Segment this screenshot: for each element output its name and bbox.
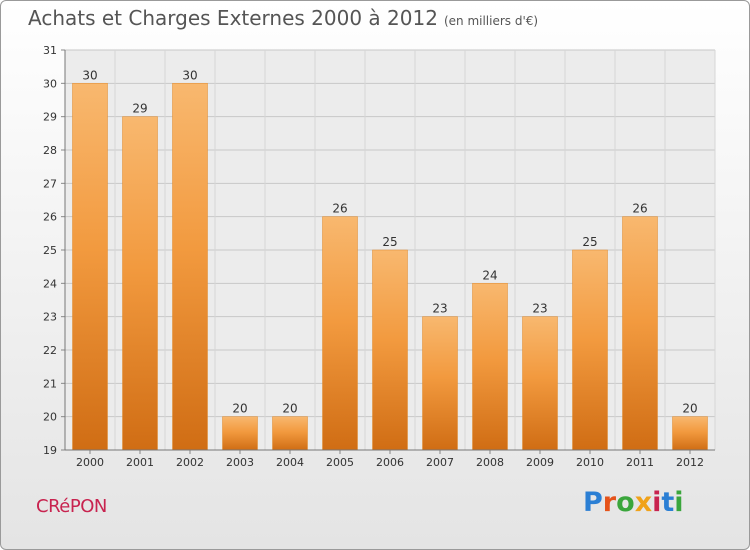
chart-title: Achats et Charges Externes 2000 à 2012 [28,6,438,30]
bar-value-label: 25 [582,235,597,249]
bar-value-label: 24 [482,268,497,282]
bar-value-label: 26 [332,202,347,216]
bar-value-label: 29 [132,102,147,116]
x-tick-label: 2004 [276,456,304,469]
x-tick-label: 2005 [326,456,354,469]
bar-value-label: 20 [282,402,297,416]
bar [672,416,708,451]
x-tick-label: 2009 [526,456,554,469]
bar [422,316,458,451]
bar [72,83,108,451]
bar [522,316,558,451]
chart-title-block: Achats et Charges Externes 2000 à 2012 (e… [28,6,538,30]
y-tick-label: 24 [43,277,57,290]
proxiti-logo[interactable]: Proxiti [583,487,684,518]
y-tick-label: 23 [43,311,57,324]
bar-value-label: 20 [232,402,247,416]
bar [122,116,158,451]
bar-value-label: 25 [382,235,397,249]
bar-value-label: 30 [182,68,197,82]
x-tick-label: 2006 [376,456,404,469]
y-tick-label: 22 [43,344,57,357]
y-tick-label: 19 [43,444,57,457]
bar [222,416,258,451]
bar [372,249,408,451]
bar-value-label: 23 [532,302,547,316]
y-tick-label: 20 [43,411,57,424]
bar [472,283,508,451]
commune-name: CRéPON [36,496,107,517]
x-tick-label: 2000 [76,456,104,469]
x-tick-label: 2001 [126,456,154,469]
y-tick-label: 30 [43,77,57,90]
bar-value-label: 30 [82,68,97,82]
y-tick-label: 25 [43,244,57,257]
bar [272,416,308,451]
logo-letter: i [652,487,662,518]
logo-letter: i [674,487,684,518]
bar-value-label: 23 [432,302,447,316]
logo-letter: x [634,487,653,518]
bar-value-label: 20 [682,402,697,416]
y-tick-label: 31 [43,44,57,57]
bar [572,249,608,451]
logo-letter: o [616,487,635,518]
x-tick-label: 2012 [676,456,704,469]
bar-value-label: 26 [632,202,647,216]
x-tick-label: 2003 [226,456,254,469]
y-tick-label: 28 [43,144,57,157]
logo-letter: r [602,487,617,518]
y-tick-label: 29 [43,111,57,124]
x-tick-label: 2010 [576,456,604,469]
x-tick-label: 2002 [176,456,204,469]
bar [622,216,658,451]
bar [322,216,358,451]
x-tick-label: 2007 [426,456,454,469]
logo-letter: P [583,487,603,518]
y-tick-label: 21 [43,377,57,390]
y-tick-label: 27 [43,177,57,190]
bar [172,83,208,451]
logo-letter: t [661,487,675,518]
y-tick-label: 26 [43,211,57,224]
x-tick-label: 2008 [476,456,504,469]
x-tick-label: 2011 [626,456,654,469]
chart-unit: (en milliers d'€) [443,14,539,28]
